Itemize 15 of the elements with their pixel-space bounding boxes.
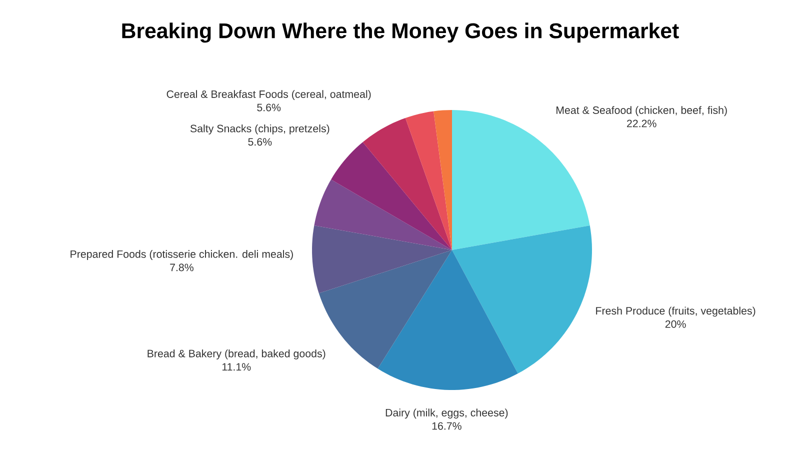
slice-label: Fresh Produce (fruits, vegetables) xyxy=(596,306,756,317)
data-label: 11.1% xyxy=(222,363,251,371)
data-label: 20% xyxy=(665,320,686,328)
chart-title: Breaking Down Where the Money Goes in Supermarket xyxy=(122,22,679,43)
data-label: 7.8% xyxy=(170,264,194,272)
slice-label: Prepared Foods (rotisserie chicken. deli meals) xyxy=(70,250,293,260)
data-label: 5.6% xyxy=(257,104,281,112)
data-label: 22.2% xyxy=(627,120,656,128)
slice-label: Salty Snacks (chips, pretzels) xyxy=(190,124,330,134)
slice-label: Dairy (milk, eggs, cheese) xyxy=(386,408,508,419)
slice-label: Cereal & Breakfast Foods (cereal, oatmeal) xyxy=(166,90,371,100)
data-label: 5.6% xyxy=(248,138,272,146)
data-label: 16.7% xyxy=(432,422,462,430)
slice-label: Bread & Bakery (bread, baked goods) xyxy=(148,349,326,360)
slice-label: Meat & Seafood (chicken, beef, fish) xyxy=(556,106,727,116)
